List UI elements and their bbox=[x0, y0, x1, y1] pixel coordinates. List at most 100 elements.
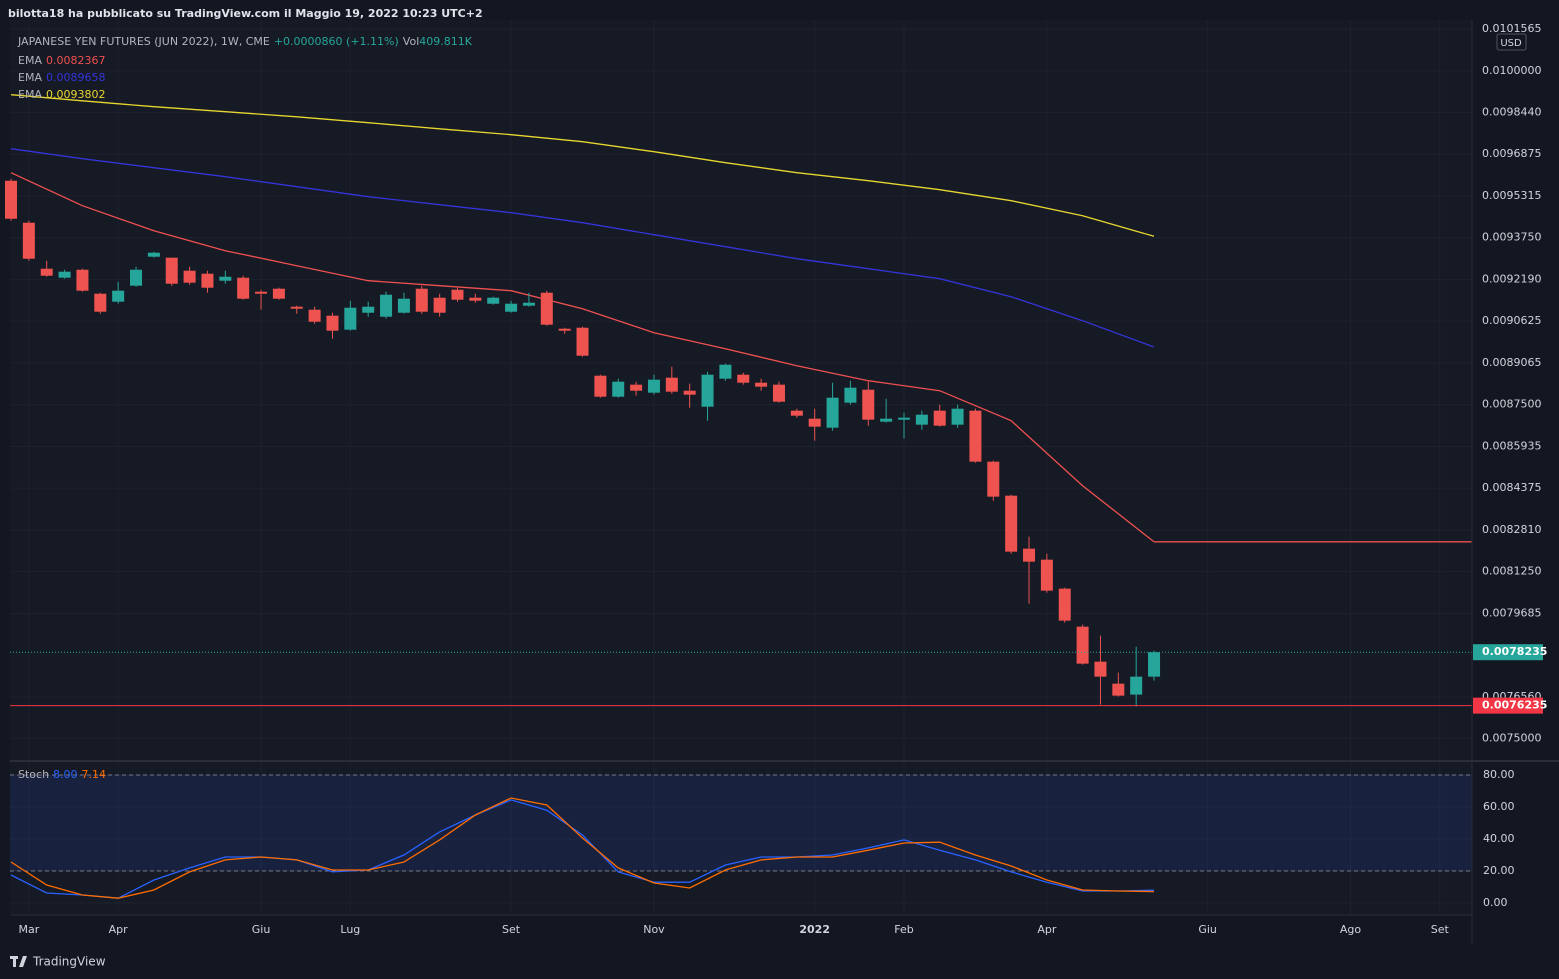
currency-box bbox=[1496, 33, 1527, 51]
x-tick-label: Giu bbox=[252, 923, 271, 936]
price-axis: 0.0101565 0.0100000 0.0098440 0.0096875 0.00… bbox=[1482, 22, 1542, 909]
y-tick-label: 0.0098440 bbox=[1482, 105, 1542, 118]
last-price-box bbox=[1473, 644, 1543, 661]
y-tick-label: 0.00 bbox=[1483, 896, 1508, 909]
candle-body bbox=[1040, 559, 1053, 591]
ema-legend-row: EMA 0.0089658 bbox=[18, 69, 109, 86]
candle-body bbox=[219, 276, 232, 281]
logo bbox=[10, 956, 27, 967]
candle-body bbox=[737, 374, 750, 383]
y-tick-label: 80.00 bbox=[1483, 768, 1515, 781]
plot-area bbox=[10, 20, 1472, 915]
indicator-line bbox=[10, 172, 1155, 543]
candle-body bbox=[522, 302, 535, 306]
candle-body bbox=[58, 271, 71, 278]
ema-name: EMA bbox=[18, 71, 42, 84]
candle-body bbox=[683, 390, 696, 395]
instrument: JAPANESE YEN FUTURES (JUN 2022), 1W, CME bbox=[18, 35, 270, 48]
candle-body bbox=[433, 297, 446, 313]
y-tick-label: 0.0096875 bbox=[1482, 147, 1542, 160]
y-tick-label: 0.0087500 bbox=[1482, 398, 1542, 411]
price-label-box bbox=[1473, 697, 1543, 714]
candle-body bbox=[1023, 548, 1036, 562]
candle-body bbox=[594, 375, 607, 397]
y-tick-label: 60.00 bbox=[1483, 800, 1515, 813]
x-tick-label: Apr bbox=[1037, 923, 1057, 936]
currency: USD bbox=[1500, 38, 1522, 49]
y-tick-label: 0.0082810 bbox=[1482, 523, 1542, 536]
stoch-legend: Stoch 8.00 7.14 bbox=[18, 768, 110, 781]
volume-label: Vol bbox=[402, 35, 420, 48]
candle-body bbox=[415, 288, 428, 312]
candle-body bbox=[647, 379, 660, 393]
candle-body bbox=[1130, 676, 1143, 695]
x-tick-label: Apr bbox=[109, 923, 129, 936]
y-tick-label: 0.0095315 bbox=[1482, 189, 1542, 202]
candle-body bbox=[165, 257, 178, 284]
candle-body bbox=[183, 270, 196, 283]
y-tick-label: 0.0093750 bbox=[1482, 231, 1542, 244]
x-tick-label: Giu bbox=[1198, 923, 1217, 936]
candle-body bbox=[201, 273, 214, 288]
ema-legend: EMA 0.0082367 EMA 0.0089658 EMA 0.0093802 bbox=[18, 52, 109, 103]
x-tick-label: 2022 bbox=[799, 923, 830, 936]
candle-body bbox=[987, 461, 1000, 497]
candle-body bbox=[951, 408, 964, 425]
candle-body bbox=[272, 288, 285, 299]
stoch-value: 7.14 bbox=[81, 768, 107, 781]
ema-name: EMA bbox=[18, 54, 42, 67]
y-tick-label: 0.0075000 bbox=[1482, 732, 1542, 745]
candle-body bbox=[130, 269, 143, 286]
candle-body bbox=[255, 291, 268, 294]
candle-body bbox=[576, 327, 589, 356]
indicator-line bbox=[10, 148, 1155, 348]
y-tick-label: 0.0089065 bbox=[1482, 356, 1542, 369]
candle-body bbox=[112, 290, 125, 302]
candle-body bbox=[1058, 588, 1071, 621]
x-tick-label: Set bbox=[1431, 923, 1450, 936]
stoch-title: Stoch bbox=[18, 768, 50, 781]
publisher: bilotta18 ha pubblicato su TradingView.c… bbox=[8, 7, 483, 20]
ema-value: 0.0082367 bbox=[45, 54, 106, 67]
candle-body bbox=[326, 315, 339, 331]
ema-value: 0.0093802 bbox=[45, 88, 106, 101]
y-tick-label: 0.0090625 bbox=[1482, 314, 1542, 327]
candle-body bbox=[1112, 683, 1125, 696]
candle-body bbox=[397, 298, 410, 313]
price-label: 0.0076235 bbox=[1482, 699, 1547, 712]
y-tick-label: 0.0084375 bbox=[1482, 481, 1542, 494]
candle-body bbox=[540, 292, 553, 325]
candle-body bbox=[94, 293, 107, 312]
candle-body bbox=[1005, 495, 1018, 552]
candle-body bbox=[880, 418, 893, 422]
candle-body bbox=[469, 297, 482, 301]
logo-part bbox=[13, 956, 16, 967]
candle-body bbox=[719, 364, 732, 379]
volume: 409.811K bbox=[419, 35, 472, 48]
indicator-line bbox=[10, 797, 1155, 899]
price-legend: JAPANESE YEN FUTURES (JUN 2022), 1W, CME… bbox=[18, 35, 476, 48]
candle-body bbox=[755, 382, 768, 387]
candle-body bbox=[665, 377, 678, 392]
candle-body bbox=[1094, 661, 1107, 677]
ema-name: EMA bbox=[18, 88, 42, 101]
x-tick-label: Lug bbox=[340, 923, 360, 936]
ema-legend-row: EMA 0.0093802 bbox=[18, 86, 109, 103]
candle-body bbox=[612, 381, 625, 397]
candle-body bbox=[701, 374, 714, 407]
candle-body bbox=[915, 414, 928, 425]
candle-body bbox=[844, 387, 857, 403]
candle-body bbox=[5, 180, 17, 219]
indicator-line bbox=[10, 799, 1155, 899]
y-tick-label: 0.0085935 bbox=[1482, 440, 1542, 453]
candle-body bbox=[505, 303, 518, 312]
candle-body bbox=[1076, 626, 1089, 664]
y-tick-label: 40.00 bbox=[1483, 832, 1515, 845]
x-tick-label: Nov bbox=[643, 923, 665, 936]
candle-body bbox=[862, 389, 875, 420]
layers: Mar Apr Giu Lug Set Nov 2022 Feb Apr Giu Ago Set 0.0… bbox=[5, 20, 1547, 936]
x-tick-label: Set bbox=[502, 923, 521, 936]
candle-body bbox=[344, 307, 357, 330]
